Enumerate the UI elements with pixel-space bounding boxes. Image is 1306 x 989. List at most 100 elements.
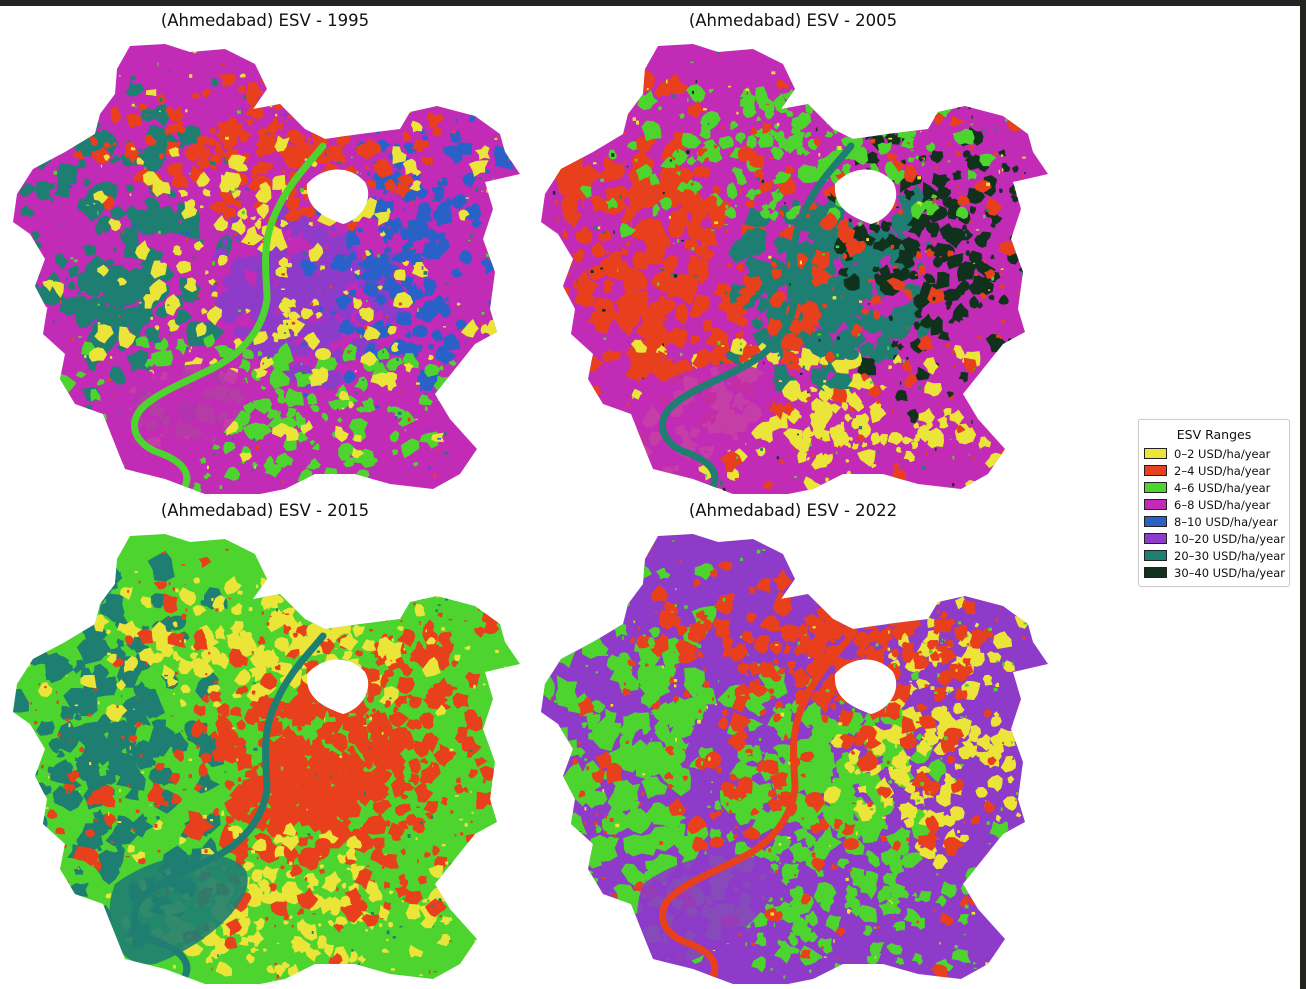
esv-pixel xyxy=(236,325,238,329)
esv-patch xyxy=(415,343,423,353)
esv-pixel xyxy=(20,608,25,613)
esv-patch xyxy=(303,660,320,675)
esv-patch xyxy=(425,636,436,645)
esv-pixel xyxy=(478,177,482,180)
esv-pixel xyxy=(180,670,183,674)
esv-patch xyxy=(377,659,382,664)
esv-patch xyxy=(232,198,242,210)
esv-patch xyxy=(726,182,738,200)
esv-patch xyxy=(212,807,220,817)
esv-pixel xyxy=(746,217,750,220)
esv-patch xyxy=(858,906,866,913)
esv-patch xyxy=(110,158,116,164)
esv-patch xyxy=(917,335,933,351)
esv-pixel xyxy=(798,243,802,247)
esv-patch xyxy=(475,457,482,463)
esv-patch xyxy=(133,681,146,697)
esv-pixel xyxy=(322,770,327,774)
esv-patch xyxy=(253,398,273,415)
esv-patch xyxy=(965,866,982,888)
esv-patch xyxy=(896,232,906,240)
esv-pixel xyxy=(173,693,175,695)
esv-pixel xyxy=(436,363,439,367)
esv-pixel xyxy=(381,732,384,735)
esv-pixel xyxy=(335,972,338,977)
esv-pixel xyxy=(335,726,338,731)
esv-patch xyxy=(938,248,951,261)
esv-pixel xyxy=(932,201,935,205)
esv-pixel xyxy=(138,580,141,584)
esv-pixel xyxy=(216,280,219,284)
esv-pixel xyxy=(511,156,514,159)
esv-patch xyxy=(200,926,222,947)
esv-patch xyxy=(919,313,938,329)
esv-pixel xyxy=(344,838,346,843)
esv-pixel xyxy=(982,129,986,131)
esv-patch xyxy=(261,135,266,140)
esv-pixel xyxy=(274,962,278,966)
esv-pixel xyxy=(405,565,409,568)
esv-pixel xyxy=(451,560,453,564)
esv-patch xyxy=(140,596,152,609)
esv-pixel xyxy=(888,137,893,140)
esv-pixel xyxy=(350,975,353,979)
esv-patch xyxy=(281,881,304,905)
esv-patch xyxy=(215,714,230,731)
esv-patch xyxy=(618,652,630,662)
esv-pixel xyxy=(307,833,311,836)
esv-pixel xyxy=(122,230,125,235)
esv-patch xyxy=(215,730,241,754)
esv-patch xyxy=(154,325,160,331)
esv-pixel xyxy=(428,970,431,974)
esv-pixel xyxy=(612,477,616,480)
esv-patch xyxy=(451,660,459,668)
esv-patch xyxy=(260,577,270,587)
esv-patch xyxy=(253,917,265,931)
esv-pixel xyxy=(557,479,562,481)
esv-pixel xyxy=(1040,405,1044,407)
esv-patch xyxy=(98,295,109,304)
esv-patch xyxy=(595,825,602,834)
esv-pixel xyxy=(122,977,127,980)
esv-patch xyxy=(1001,162,1011,173)
esv-patch xyxy=(915,733,924,741)
esv-patch xyxy=(857,785,867,794)
esv-patch xyxy=(124,787,139,801)
esv-pixel xyxy=(323,799,326,802)
esv-pixel xyxy=(999,267,1003,269)
esv-patch xyxy=(219,174,235,193)
esv-patch xyxy=(928,316,943,336)
esv-patch xyxy=(936,271,950,290)
esv-pixel xyxy=(482,683,486,686)
esv-pixel xyxy=(513,382,518,387)
esv-pixel xyxy=(107,378,112,381)
esv-pixel xyxy=(425,740,429,743)
esv-patch xyxy=(263,455,274,470)
esv-patch xyxy=(747,745,763,763)
esv-patch xyxy=(884,233,896,245)
esv-patch xyxy=(324,942,334,958)
esv-patch xyxy=(594,836,620,862)
esv-patch xyxy=(889,865,904,876)
esv-pixel xyxy=(562,399,566,402)
esv-pixel xyxy=(216,134,219,137)
esv-patch xyxy=(363,455,372,466)
esv-patch xyxy=(94,215,112,234)
esv-patch xyxy=(120,735,126,740)
esv-pixel xyxy=(174,671,178,675)
esv-pixel xyxy=(444,432,447,436)
esv-pixel xyxy=(445,282,449,285)
esv-pixel xyxy=(387,228,390,232)
esv-patch xyxy=(82,244,96,256)
esv-pixel xyxy=(139,302,142,304)
esv-patch xyxy=(342,290,349,295)
esv-patch xyxy=(492,285,502,293)
esv-pixel xyxy=(463,620,468,622)
esv-pixel xyxy=(68,118,72,121)
esv-patch xyxy=(103,571,118,590)
esv-patch xyxy=(861,308,869,315)
esv-pixel xyxy=(459,818,463,821)
esv-patch xyxy=(356,743,363,750)
esv-patch xyxy=(237,590,243,595)
esv-pixel xyxy=(400,700,402,704)
